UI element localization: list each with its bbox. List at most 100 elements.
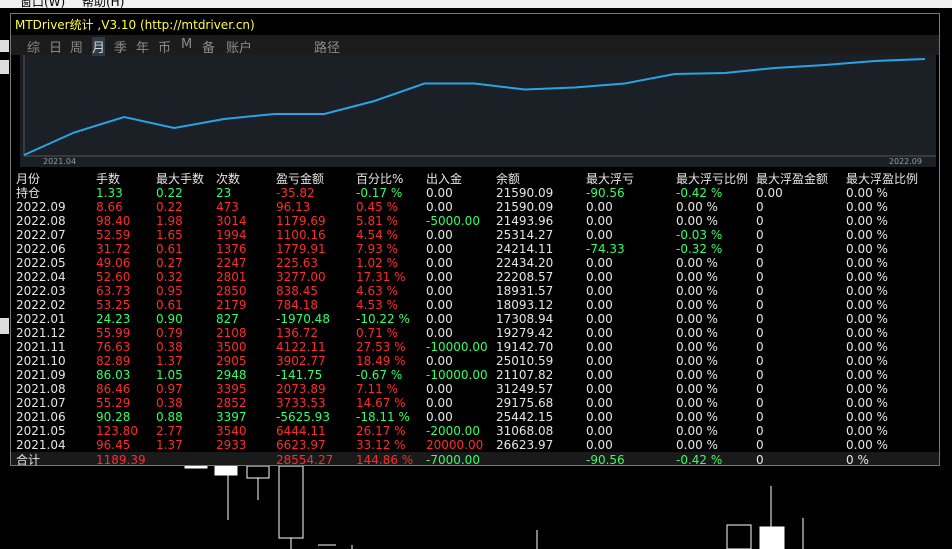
table-cell: 0.00 %: [846, 396, 888, 410]
table-cell: 17308.94: [496, 312, 554, 326]
table-cell: 225.63: [276, 256, 318, 270]
table-cell: -18.11 %: [356, 410, 410, 424]
table-cell: 0.71 %: [356, 326, 398, 340]
table-cell: 0.00 %: [846, 284, 888, 298]
table-cell: 0.00: [426, 200, 453, 214]
table-cell: -0.42 %: [676, 186, 723, 200]
table-cell: 0.79: [156, 326, 183, 340]
tab[interactable]: 日: [49, 41, 63, 56]
table-cell: -0.32 %: [676, 242, 723, 256]
table-cell: 0.00 %: [676, 214, 718, 228]
tab[interactable]: 综: [27, 41, 41, 56]
table-cell: -141.75: [276, 368, 323, 382]
table-cell: 1.02 %: [356, 256, 398, 270]
table-cell: 1179.69: [276, 214, 326, 228]
table-cell: -5000.00: [426, 214, 480, 228]
table-cell: 0.00: [586, 270, 613, 284]
table-cell: 0.00: [586, 326, 613, 340]
menu-item[interactable]: 窗口(W): [20, 0, 66, 8]
table-cell: 0.00: [586, 340, 613, 354]
table-cell: 21590.09: [496, 186, 554, 200]
table-cell: 0.00 %: [846, 382, 888, 396]
table-cell: 82.89: [96, 354, 131, 368]
table-cell: 0.00: [426, 410, 453, 424]
tab-bar: [11, 35, 939, 55]
table-cell: 0.61: [156, 298, 183, 312]
table-cell: 2021.07: [16, 396, 66, 410]
tab[interactable]: 账户: [226, 41, 253, 56]
tab[interactable]: 备: [202, 41, 216, 56]
table-cell: 2022.08: [16, 214, 66, 228]
tab[interactable]: 路径: [314, 41, 341, 56]
table-cell: -10000.00: [426, 368, 488, 382]
table-cell: 0.00: [586, 438, 613, 452]
column-header: 盈亏金额: [276, 172, 325, 186]
total-row-bg: [11, 452, 939, 465]
table-cell: 0: [756, 453, 764, 467]
table-cell: 29175.68: [496, 396, 554, 410]
tab[interactable]: 币: [158, 41, 172, 56]
table-cell: 0.90: [156, 312, 183, 326]
table-cell: 0: [756, 228, 764, 242]
tab[interactable]: M: [181, 37, 193, 52]
table-cell: 2021.06: [16, 410, 66, 424]
table-cell: 33.12 %: [356, 438, 406, 452]
table-cell: 0.00 %: [676, 200, 718, 214]
table-cell: 0.00 %: [846, 242, 888, 256]
table-cell: 52.59: [96, 228, 131, 242]
table-cell: 473: [216, 200, 239, 214]
table-cell: 55.29: [96, 396, 131, 410]
table-cell: 0.00: [586, 382, 613, 396]
table-cell: 7.11 %: [356, 382, 398, 396]
table-cell: 31249.57: [496, 382, 554, 396]
table-cell: 123.80: [96, 424, 138, 438]
table-cell: 4.53 %: [356, 298, 398, 312]
table-cell: 2022.02: [16, 298, 66, 312]
table-cell: 0.00 %: [676, 368, 718, 382]
table-cell: -74.33: [586, 242, 625, 256]
table-cell: 24.23: [96, 312, 131, 326]
table-cell: 52.60: [96, 270, 131, 284]
table-cell: 0.00: [426, 270, 453, 284]
table-cell: 3902.77: [276, 354, 326, 368]
table-cell: 0: [756, 326, 764, 340]
tab[interactable]: 月: [92, 37, 106, 56]
table-cell: -90.56: [586, 453, 625, 467]
tab[interactable]: 季: [114, 41, 128, 56]
table-cell: 2022.05: [16, 256, 66, 270]
table-cell: 0.00 %: [676, 382, 718, 396]
table-cell: 2021.04: [16, 438, 66, 452]
table-cell: 0.00: [586, 298, 613, 312]
table-cell: 0.00 %: [846, 438, 888, 452]
table-cell: 0: [756, 312, 764, 326]
table-cell: 0: [756, 368, 764, 382]
table-cell: 2933: [216, 438, 247, 452]
table-cell: 22208.57: [496, 270, 554, 284]
table-cell: 0.38: [156, 396, 183, 410]
table-cell: 0.00 %: [846, 256, 888, 270]
table-cell: 3733.53: [276, 396, 326, 410]
table-cell: 2021.12: [16, 326, 66, 340]
menu-item[interactable]: 帮助(H): [82, 0, 125, 8]
equity-chart: 2021.04 2022.09: [20, 55, 936, 167]
table-cell: 0: [756, 438, 764, 452]
table-cell: 0.00 %: [676, 284, 718, 298]
tab[interactable]: 年: [136, 41, 150, 56]
column-header: 出入金: [426, 172, 463, 186]
table-cell: 26.17 %: [356, 424, 406, 438]
table-cell: 0.00 %: [846, 214, 888, 228]
table-cell: 2179: [216, 298, 247, 312]
table-cell: 0.00 %: [676, 424, 718, 438]
table-cell: 0.00: [756, 186, 783, 200]
table-cell: 0.00 %: [846, 410, 888, 424]
tab[interactable]: 周: [70, 41, 84, 56]
table-cell: 28554.27: [276, 453, 334, 467]
table-cell: 1376: [216, 242, 247, 256]
table-cell: 6623.97: [276, 438, 326, 452]
table-cell: 0: [756, 396, 764, 410]
table-cell: 0.00: [586, 368, 613, 382]
table-cell: 0.00 %: [676, 298, 718, 312]
table-cell: 1779.91: [276, 242, 326, 256]
table-cell: 0.00 %: [846, 326, 888, 340]
table-cell: 2948: [216, 368, 247, 382]
